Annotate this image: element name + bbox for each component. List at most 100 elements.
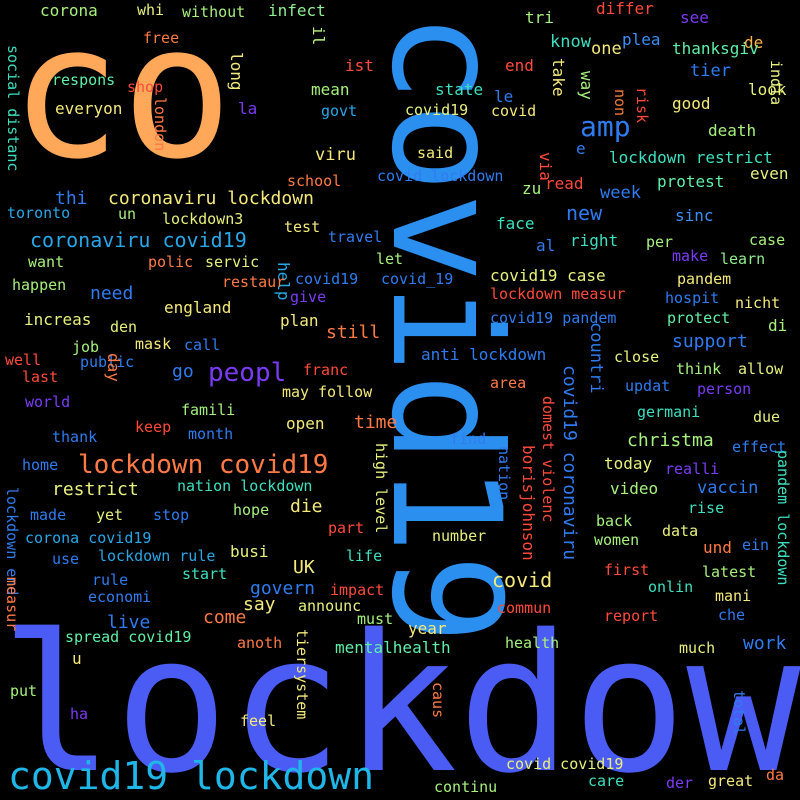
word-updat: updat [625,377,671,395]
word-mentalhealth: mentalhealth [335,638,451,657]
word-und: und [703,538,732,557]
word-impact: impact [330,581,385,599]
word-lockdown-restrict: lockdown restrict [609,148,773,167]
word-tier: tier [690,61,731,81]
word-high-level: high level [372,443,390,534]
word-even: even [750,164,789,183]
word-job: job [72,338,100,356]
word-protest: protest [657,172,725,191]
word-social-distanc: social distanc [4,45,22,172]
word-stop: stop [153,506,190,524]
word-video: video [610,479,659,498]
word-govt: govt [321,102,358,120]
word-toronto: toronto [7,204,71,222]
word-die: die [290,496,323,517]
word-give: give [290,288,327,306]
word-month: month [188,425,234,443]
word-today: today [604,454,653,473]
word-thi: thi [55,188,88,209]
word-viru: viru [315,145,356,165]
word-area: area [490,374,527,392]
word-covid19-lockdown: covid19 lockdown [8,754,375,798]
word-health: health [505,634,560,652]
word-de: de [744,33,764,52]
word-good: good [672,94,711,113]
word-say: say [243,594,276,615]
word-da: da [766,766,785,784]
word-polic: polic [148,253,194,271]
word-made: made [30,506,67,524]
word-onlin: onlin [648,578,694,596]
word-week: week [600,183,641,203]
word-nicht: nicht [735,294,781,312]
word-christma: christma [627,430,714,451]
word-year: year [408,619,447,638]
word-think: think [676,360,722,378]
word-anoth: anoth [237,634,283,652]
word-mani: mani [715,587,752,605]
word-england: england [164,298,232,317]
word-see: see [680,8,709,27]
word-travel: travel [328,228,383,246]
word-mask: mask [135,335,172,353]
word-must: must [357,610,394,628]
word-new: new [566,201,603,225]
word-follow: follow [318,383,373,401]
word-rule: rule [92,571,129,589]
word-lockdown-covid19: lockdown covid19 [78,450,329,480]
word-well: well [5,351,42,369]
word-keep: keep [135,418,172,436]
word-al: al [536,236,556,255]
word-india: india [767,60,785,106]
word-live: live [107,612,151,633]
word-long: long [227,52,246,91]
word-busi: busi [230,542,269,561]
word-protect: protect [667,309,731,327]
word-hope: hope [233,501,270,519]
word-la: la [238,99,258,118]
word-covid19-pandem: covid19 pandem [490,309,617,327]
word-part: part [328,519,365,537]
word-said: said [417,144,454,162]
word-covid: covid [492,568,553,592]
word-domest-violenc: domest violenc [539,396,557,523]
word-latest: latest [702,563,757,581]
word-anti-lockdown: anti lockdown [421,345,547,364]
word-franc: franc [303,361,349,379]
word-restrict: restrict [52,479,139,500]
word-test: test [284,218,321,236]
word-last: last [22,368,59,386]
word-rise: rise [688,499,725,517]
word-care: care [588,772,625,790]
word-per: per [646,233,674,251]
word-case: case [749,231,786,249]
word-tri: tri [525,8,554,27]
word-free: free [143,29,180,47]
word-first: first [604,561,650,579]
word-realli: realli [665,460,720,478]
word-total: total [730,690,748,736]
word-day: day [104,353,123,382]
word-world: world [25,393,71,411]
word-thank: thank [52,428,98,446]
word-support: support [672,331,748,352]
word-der: der [666,774,694,792]
word-continu: continu [434,778,498,796]
word-coronaviru-lockdown: coronaviru lockdown [108,188,314,209]
word-make: make [672,247,709,265]
word-look: look [748,80,787,99]
word-ein: ein [742,536,770,554]
word-peopl: peopl [208,358,287,388]
word-covid-lockdown: covid lockdown [377,167,504,185]
word-may: may [282,383,310,401]
word-sinc: sinc [675,206,714,225]
word-ha: ha [70,705,89,723]
word-shop: shop [127,78,164,96]
word-germani: germani [637,403,701,421]
word-pandem: pandem [677,270,732,288]
word-find: find [450,430,487,448]
word-whi: whi [137,1,165,19]
word-feel: feel [240,712,277,730]
word-put: put [10,682,38,700]
